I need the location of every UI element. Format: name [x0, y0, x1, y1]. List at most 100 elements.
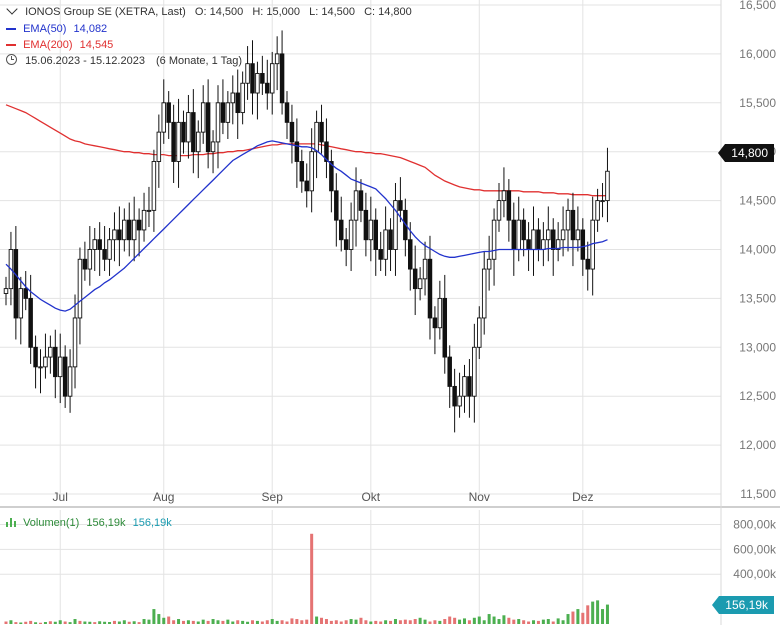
- legend-ema200[interactable]: EMA(200) 14,545: [6, 38, 113, 52]
- candle-body: [28, 297, 33, 348]
- volume-bar: [270, 619, 274, 624]
- candle-body: [447, 356, 452, 387]
- volume-bar: [339, 621, 343, 624]
- candle-body: [319, 121, 324, 143]
- candle-body: [491, 219, 497, 260]
- volume-bar: [512, 619, 516, 624]
- volume-bar: [310, 533, 314, 624]
- volume-bar: [423, 619, 427, 624]
- candle-body: [412, 268, 418, 290]
- volume-bar: [246, 621, 250, 624]
- instrument-title: IONOS Group SE (XETRA, Last): [25, 6, 186, 18]
- volume-bar: [48, 621, 52, 624]
- volume-bar: [216, 620, 220, 624]
- candle-body: [472, 346, 477, 397]
- candle-body: [97, 239, 102, 250]
- close-label: C:: [364, 6, 376, 18]
- volume-bar: [19, 622, 23, 624]
- legend-volume[interactable]: Volumen(1) 156,19k 156,19k: [6, 516, 172, 530]
- volume-bar: [255, 620, 259, 624]
- high-value: 15,000: [266, 6, 301, 18]
- candles: [3, 30, 610, 433]
- candle-body: [334, 190, 339, 221]
- volume-bar: [596, 600, 600, 624]
- volume-bar: [374, 620, 378, 624]
- candle-body: [329, 161, 334, 192]
- candle-body: [496, 200, 502, 221]
- volume-bar: [167, 616, 171, 624]
- candle-body: [131, 219, 137, 241]
- volume-bar: [172, 620, 176, 624]
- volume-bar: [443, 619, 447, 624]
- volume-bar: [601, 609, 605, 624]
- candle-body: [393, 200, 398, 250]
- candle-body: [186, 112, 191, 143]
- candle-body: [358, 190, 364, 211]
- volume-value: 156,19k: [86, 517, 126, 529]
- candle-body: [225, 102, 231, 123]
- volume-bar: [191, 620, 195, 624]
- candle-body: [215, 102, 221, 143]
- volume-bar: [98, 621, 102, 624]
- candle-body: [43, 356, 48, 368]
- time-tick-label: Jul: [53, 490, 68, 504]
- candle-body: [531, 229, 536, 250]
- candle-body: [378, 249, 383, 260]
- volume-bar: [196, 621, 200, 624]
- candle-body: [373, 219, 379, 250]
- volume-bar: [507, 617, 511, 624]
- candle-body: [560, 229, 566, 241]
- time-tick-label: Okt: [361, 490, 380, 504]
- price-tick-label: 11,500: [740, 487, 776, 501]
- candle-body: [427, 258, 433, 319]
- candle-body: [348, 219, 354, 250]
- candle-body: [230, 92, 236, 104]
- volume-bar: [53, 621, 57, 624]
- volume-bar: [502, 615, 506, 624]
- candle-body: [62, 356, 68, 397]
- volume-bar: [566, 614, 570, 624]
- time-tick-label: Aug: [153, 490, 174, 504]
- candle-body: [117, 229, 122, 241]
- volume-bar: [122, 620, 126, 624]
- volume-bar: [29, 620, 33, 624]
- volume-bar: [290, 618, 294, 624]
- volume-bar: [315, 616, 319, 624]
- ema50-swatch: [6, 28, 16, 31]
- high-label: H:: [252, 6, 264, 18]
- date-range: 15.06.2023 - 15.12.2023: [25, 55, 145, 67]
- volume-bar: [472, 617, 476, 624]
- price-tick-label: 15,500: [739, 96, 776, 110]
- candle-body: [408, 239, 413, 270]
- volume-bar: [605, 604, 609, 624]
- ema50-line: [5, 140, 608, 312]
- volume-bar: [265, 620, 269, 624]
- candle-body: [102, 249, 107, 260]
- legend-ema50[interactable]: EMA(50) 14,082: [6, 22, 107, 36]
- chevron-down-icon[interactable]: [6, 3, 18, 15]
- candle-body: [205, 102, 211, 153]
- last-volume-value: 156,19k: [725, 598, 768, 612]
- volume-bar: [4, 621, 8, 624]
- volume-bar: [39, 622, 43, 624]
- volume-bar: [320, 617, 324, 624]
- candle-body: [521, 219, 526, 241]
- volume-bar: [541, 619, 545, 624]
- volume-axis: 400,00k 600,00k 800,00k: [733, 517, 777, 581]
- candle-body: [161, 102, 167, 133]
- volume-bar: [458, 619, 462, 624]
- volume-bar: [275, 620, 279, 624]
- low-value: 14,500: [321, 6, 355, 18]
- volume-bar: [137, 622, 141, 624]
- candle-body: [274, 53, 280, 65]
- candle-body: [309, 151, 314, 192]
- volume-bar: [482, 620, 486, 624]
- volume-bar: [34, 622, 38, 624]
- candle-body: [422, 258, 428, 280]
- time-tick-label: Sep: [262, 490, 284, 504]
- legend-title-row: IONOS Group SE (XETRA, Last) O: 14,500 H…: [6, 3, 412, 19]
- volume-bar: [428, 621, 432, 624]
- legend-range: 15.06.2023 - 15.12.2023 (6 Monate, 1 Tag…: [6, 54, 242, 68]
- volume-bar: [438, 620, 442, 624]
- candle-body: [516, 219, 521, 250]
